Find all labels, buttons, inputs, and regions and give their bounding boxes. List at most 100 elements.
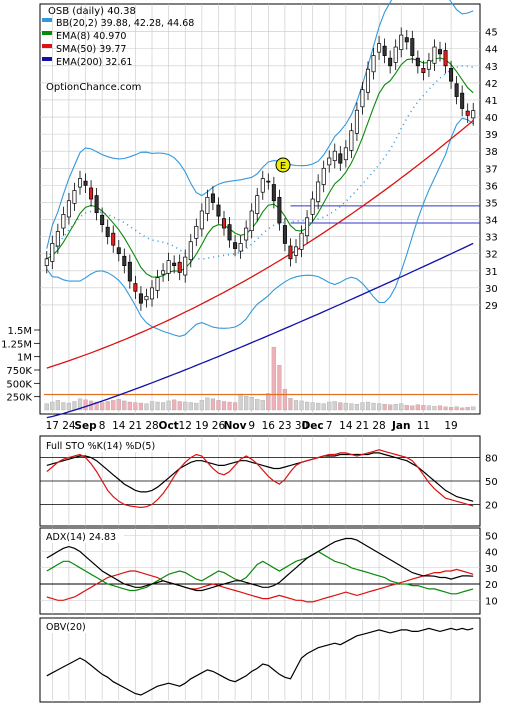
volume-bar [460, 407, 465, 411]
price-tick-label: 37 [485, 164, 498, 175]
ema200-line [46, 242, 474, 419]
price-candle [216, 204, 221, 217]
volume-bar [388, 404, 393, 411]
date-tick-label: Dec [302, 420, 324, 432]
price-candle [255, 195, 260, 214]
price-candle [382, 45, 387, 56]
volume-bar [138, 402, 144, 411]
volume-bar [249, 397, 254, 411]
volume-tick-label: 1M [17, 353, 32, 364]
price-candle [116, 247, 121, 255]
date-tick-label: 14 [112, 420, 126, 432]
price-candle [210, 193, 215, 203]
date-tick-label: 12 [179, 420, 192, 432]
date-tick-label: 19 [195, 420, 208, 432]
date-tick-label: 30 [295, 420, 308, 432]
volume-bar [343, 402, 348, 411]
obv-panel: OBV(20) [39, 617, 481, 703]
price-tick-label: 38 [485, 147, 498, 158]
ema8-line [46, 57, 474, 278]
price-candle [194, 226, 199, 239]
sma50-line [46, 120, 474, 369]
volume-bar [299, 400, 304, 411]
volume-bar [271, 346, 276, 411]
price-tick-label: 39 [485, 130, 498, 141]
legend-entry: EMA(8) 40.970 [56, 31, 126, 42]
adx-tick-label: 30 [485, 564, 498, 575]
volume-bar [327, 401, 332, 411]
legend-swatch [42, 44, 52, 48]
price-candle [393, 46, 398, 63]
price-tick-label: 33 [485, 233, 498, 244]
price-candle [100, 214, 105, 226]
price-candle [388, 57, 393, 67]
price-candle [449, 68, 454, 82]
volume-bar [160, 402, 166, 411]
volume-bar [426, 405, 432, 411]
date-tick-label: 14 [339, 420, 353, 432]
price-tick-label: 34 [485, 216, 498, 227]
price-candle [271, 184, 276, 202]
price-tick-label: 44 [485, 45, 498, 56]
price-candle [72, 190, 77, 204]
volume-bar [471, 406, 476, 411]
adx-tick-label: 20 [485, 580, 498, 591]
price-candle [161, 270, 166, 275]
adx-tick-label: 10 [485, 596, 498, 607]
volume-bar [410, 405, 415, 411]
bollinger-upper-line [46, 0, 474, 249]
volume-bar [216, 400, 221, 411]
obv-label: OBV(20) [46, 622, 86, 633]
price-candle [260, 178, 265, 193]
volume-bar [61, 402, 66, 411]
volume-bar [404, 405, 409, 411]
price-candle [127, 261, 132, 282]
volume-bar [83, 399, 88, 411]
obv-gridlines [52, 618, 452, 702]
volume-bar [183, 401, 188, 411]
volume-bar [116, 399, 121, 411]
price-tick-label: 36 [485, 181, 498, 192]
chart-header: OSB (daily) 40.38 [48, 6, 136, 17]
adx-label: ADX(14) 24.83 [46, 532, 116, 543]
price-tick-label: 40 [485, 113, 498, 124]
volume-bar [432, 406, 437, 411]
volume-bar [393, 403, 398, 411]
moving-average-lines [46, 0, 474, 419]
obv-series-line [46, 627, 474, 696]
price-candle [310, 198, 315, 215]
adx-line [46, 537, 474, 592]
price-candle [66, 200, 71, 218]
date-tick-label: 28 [145, 420, 158, 432]
price-candle [437, 49, 443, 55]
price-candle [83, 180, 88, 186]
volume-bar [55, 400, 60, 411]
price-candle [332, 150, 337, 161]
stochastic-tick-label: 80 [485, 454, 498, 465]
price-candle [111, 232, 116, 246]
volume-bar [244, 395, 249, 411]
price-candle [244, 227, 249, 241]
volume-bar [100, 402, 105, 411]
price-candle [105, 226, 110, 237]
volume-bar [172, 399, 177, 411]
stochastic-label-bg [42, 438, 172, 452]
legend-swatch [42, 57, 52, 61]
date-tick-label: 19 [444, 420, 457, 432]
volume-bar [238, 393, 243, 411]
legend-entry: EMA(200) 32.61 [56, 57, 132, 68]
price-candle [177, 261, 182, 273]
volume-bar [443, 406, 448, 411]
price-candle [426, 60, 431, 70]
price-candle [277, 196, 282, 224]
volume-bar [332, 401, 337, 411]
volume-bar [399, 403, 404, 411]
stochastic-d-line [46, 452, 474, 502]
volume-bar [371, 402, 376, 411]
price-candle [454, 83, 459, 97]
price-tick-label: 35 [485, 198, 498, 209]
volume-bar [465, 407, 470, 411]
price-candle [399, 34, 404, 50]
